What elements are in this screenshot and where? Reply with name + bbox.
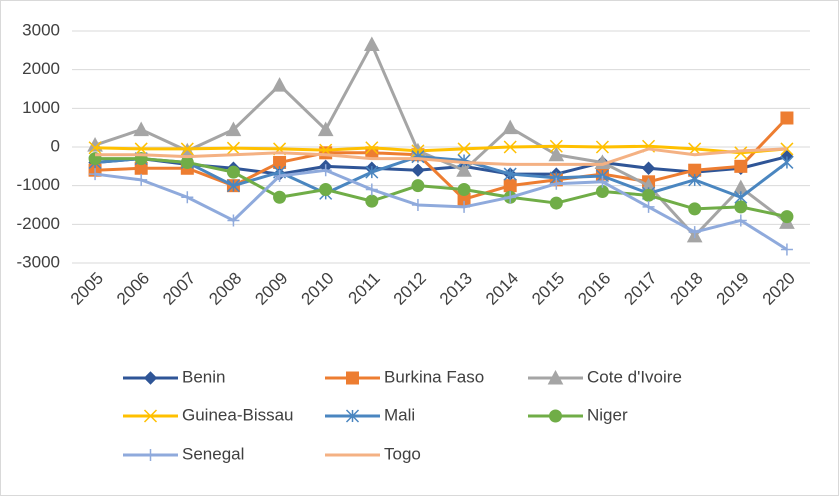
data-point xyxy=(365,141,379,155)
data-point xyxy=(780,142,794,156)
data-point xyxy=(411,199,424,211)
data-point xyxy=(688,226,701,239)
legend-marker xyxy=(143,409,158,423)
data-point xyxy=(135,173,148,186)
series-line xyxy=(95,144,788,155)
legend-marker xyxy=(144,449,157,461)
data-point xyxy=(134,142,148,156)
data-point xyxy=(457,142,471,156)
data-point xyxy=(780,243,793,256)
data-point xyxy=(273,170,286,182)
data-point xyxy=(456,162,472,177)
data-point xyxy=(411,179,425,193)
legend-label: Cote d'Ivoire xyxy=(587,367,682,386)
data-point xyxy=(780,111,794,125)
data-point xyxy=(688,173,702,187)
y-tick-label: -3000 xyxy=(17,252,60,271)
series-line xyxy=(95,157,788,219)
data-point xyxy=(226,179,240,193)
series-line xyxy=(95,147,788,166)
data-point xyxy=(181,191,194,204)
data-point xyxy=(734,159,748,173)
y-tick-label: 1000 xyxy=(22,98,60,117)
data-point xyxy=(503,179,517,193)
data-point xyxy=(734,214,747,227)
data-point xyxy=(780,210,794,224)
data-point xyxy=(503,140,517,154)
series-line xyxy=(94,116,789,201)
legend-marker xyxy=(549,409,562,423)
data-point xyxy=(549,139,563,153)
data-point xyxy=(502,119,519,135)
data-point xyxy=(227,214,240,227)
data-point xyxy=(734,200,748,214)
series-line xyxy=(94,155,788,199)
data-point xyxy=(780,155,794,169)
data-point xyxy=(273,190,287,204)
data-point xyxy=(226,141,240,155)
legend-label: Guinea-Bissau xyxy=(182,405,294,424)
data-point xyxy=(365,165,379,179)
data-point xyxy=(457,183,471,197)
data-point xyxy=(317,121,334,137)
data-point xyxy=(549,196,563,210)
legend-label: Togo xyxy=(384,444,421,463)
data-point xyxy=(595,140,609,154)
legend-label: Mali xyxy=(384,405,415,424)
data-point xyxy=(734,146,748,160)
data-point xyxy=(411,150,425,164)
y-tick-label: 0 xyxy=(51,136,60,155)
legend-marker xyxy=(345,409,360,423)
legend-marker xyxy=(143,371,158,385)
data-point xyxy=(363,36,380,52)
y-tick-label: 3000 xyxy=(22,20,60,39)
data-point xyxy=(411,163,425,177)
data-point xyxy=(225,121,242,137)
data-point xyxy=(89,168,102,181)
legend-label: Senegal xyxy=(182,444,244,463)
data-point xyxy=(504,191,517,204)
data-point xyxy=(226,165,240,179)
data-point xyxy=(271,77,288,92)
data-point xyxy=(688,202,702,216)
series-line xyxy=(94,168,788,251)
y-tick-label: -2000 xyxy=(17,214,60,233)
data-point xyxy=(319,183,333,197)
y-tick-label: 2000 xyxy=(22,59,60,78)
data-point xyxy=(458,200,471,213)
data-point xyxy=(457,154,471,168)
data-point xyxy=(641,161,656,175)
legend-label: Burkina Faso xyxy=(384,367,484,386)
data-point xyxy=(642,188,656,202)
data-point xyxy=(88,141,102,155)
data-point xyxy=(596,175,609,188)
data-point xyxy=(180,142,194,156)
y-tick-label: -1000 xyxy=(17,175,60,194)
data-point xyxy=(365,183,378,196)
legend-marker xyxy=(346,371,359,385)
data-point xyxy=(180,155,194,169)
data-point xyxy=(550,177,563,190)
legend-marker xyxy=(547,369,564,385)
legend-label: Benin xyxy=(182,367,225,386)
data-point xyxy=(548,146,565,162)
legend-label: Niger xyxy=(587,405,628,424)
data-point xyxy=(365,194,379,208)
data-point xyxy=(642,200,655,213)
data-point xyxy=(133,121,150,137)
data-point xyxy=(503,167,517,181)
data-point xyxy=(319,164,332,177)
